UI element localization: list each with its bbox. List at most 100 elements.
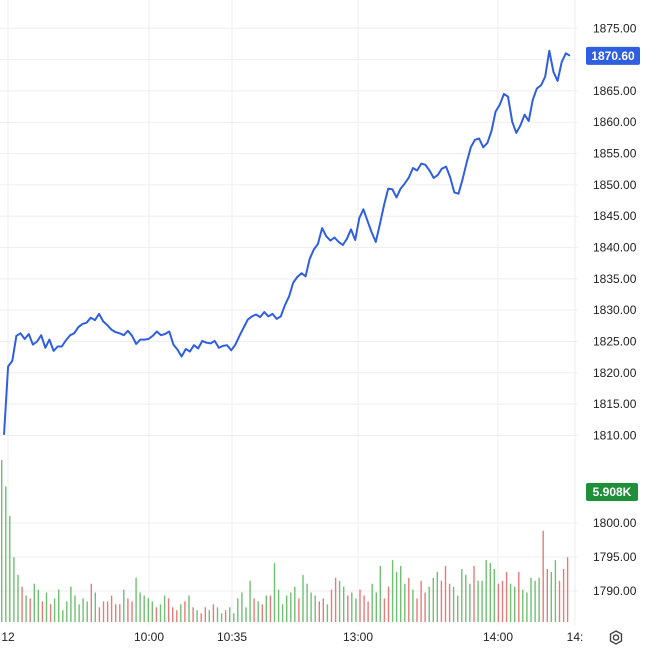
price-tick-label: 1815.00 [593,397,637,411]
volume-bar [192,607,194,622]
chart-settings-button[interactable] [605,628,627,648]
volume-tick-label: 1790.00 [593,584,637,598]
price-tick-label: 1820.00 [593,366,637,380]
volume-bar [375,592,377,622]
price-tick-label: 1875.00 [593,21,637,35]
volume-bar [237,598,239,622]
volume-bar [343,586,345,622]
volume-bar [530,577,532,622]
volume-bar [518,571,520,622]
volume-bar [163,595,166,622]
volume-bar [379,566,381,622]
volume-bar [17,574,19,622]
volume-bar [489,563,491,622]
volume-bar [143,595,145,622]
volume-bar [371,583,373,622]
volume-bar [566,557,569,622]
volume-bar [224,610,227,622]
time-axis[interactable]: 12 10:00 10:35 13:00 14:00 14: [1,630,583,644]
last-price-badge [586,46,640,65]
volume-bar [391,560,394,622]
volume-bar [310,592,312,622]
price-tick-label: 1855.00 [593,147,637,161]
volume-bar [196,610,198,622]
volume-bar [290,592,292,622]
volume-bar [233,613,235,622]
volume-bar [457,595,459,622]
price-line [3,49,571,435]
volume-bar [400,566,402,622]
value-badges: 1870.60 5.908K [586,46,640,501]
volume-bar [66,601,68,622]
volume-bar [53,598,56,622]
volume-tick-label: 1795.00 [593,550,637,564]
volume-bar [497,583,500,622]
volume-bar [355,598,357,622]
volume-bar [554,560,557,622]
volume-bar [448,583,451,622]
price-axis[interactable]: 1875.001870.001865.001860.001855.001850.… [593,21,637,598]
volume-bar [147,598,149,622]
volume-bar [98,607,101,622]
price-tick-label: 1810.00 [593,428,637,442]
time-tick-label: 14: [567,630,584,644]
volume-bar [416,598,418,622]
volume-bar [436,571,438,622]
volume-bar [159,604,162,622]
volume-bar [5,486,7,622]
volume-bar [33,583,35,622]
volume-bar [395,571,398,622]
last-volume-badge [586,483,638,501]
volume-bar [176,610,178,622]
volume-bar [261,604,263,622]
volume-bar [440,580,443,622]
volume-bar [538,577,540,622]
time-tick-label: 14:00 [483,630,513,644]
volume-bar [131,601,133,622]
volume-bar [106,601,109,622]
volume-bar [424,592,426,622]
price-series [3,49,571,435]
volume-bar [514,586,516,622]
volume-bars [1,460,569,622]
volume-bar [94,592,96,622]
volume-bar [135,577,137,622]
volume-bar [473,566,475,622]
volume-bar [338,580,341,622]
volume-bar [25,595,27,622]
volume-bar [306,583,308,622]
volume-bar [70,586,72,622]
volume-bar [155,607,158,622]
volume-tick-label: 1800.00 [593,516,637,530]
last-price-label: 1870.60 [591,49,635,63]
time-tick-label: 13:00 [343,630,373,644]
volume-bar [281,604,284,622]
volume-bar [322,598,324,622]
volume-bar [245,607,247,622]
volume-bar [546,569,548,622]
volume-bar [387,586,390,622]
volume-bar [90,583,92,622]
volume-bar [558,580,561,622]
volume-bar [220,613,223,622]
volume-bar [509,583,512,622]
volume-bar [286,595,288,622]
volume-bar [294,586,296,622]
volume-bar [249,580,251,622]
volume-bar [13,557,15,622]
volume-bar [469,583,471,622]
price-tick-label: 1835.00 [593,272,637,286]
volume-bar [86,601,88,622]
volume-bar [298,598,300,622]
volume-bar [257,601,259,622]
volume-bar [501,580,504,622]
volume-bar [188,595,190,622]
volume-bar [542,530,544,622]
volume-bar [326,604,329,622]
volume-bar [1,460,3,622]
volume-bar [465,574,467,622]
price-tick-label: 1865.00 [593,84,637,98]
volume-bar [428,586,430,622]
